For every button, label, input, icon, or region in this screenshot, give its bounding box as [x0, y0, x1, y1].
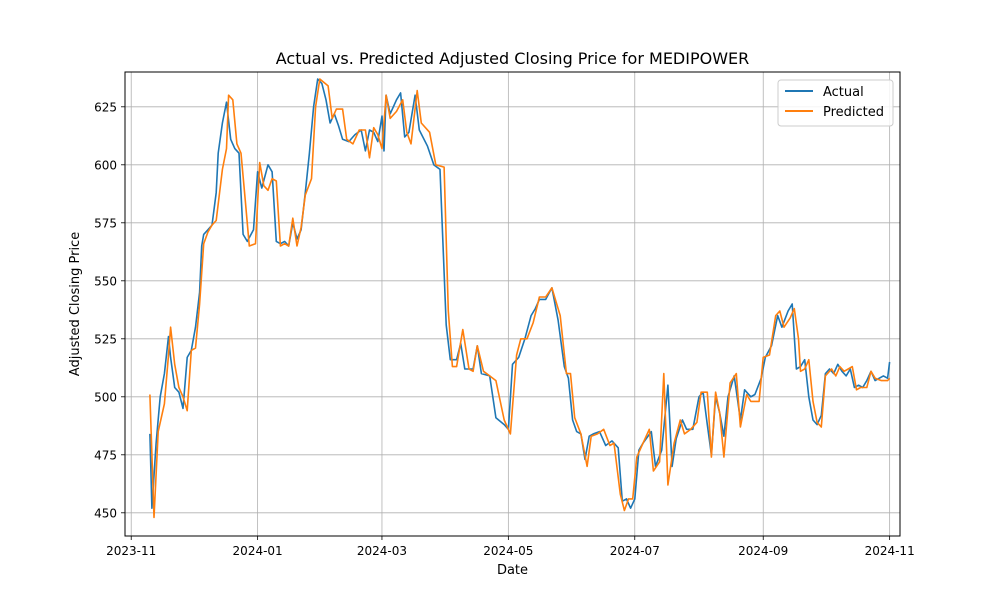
plot-frame	[124, 71, 901, 537]
chart-title: Actual vs. Predicted Adjusted Closing Pr…	[276, 49, 750, 68]
x-tick-label: 2024-01	[233, 544, 283, 558]
x-tick-label: 2024-07	[610, 544, 660, 558]
y-tick-label: 625	[94, 100, 117, 114]
y-axis: 450 475 500 525 550 575 600 625	[94, 100, 125, 520]
x-tick-label: 2024-11	[865, 544, 915, 558]
y-tick-label: 475	[94, 448, 117, 462]
y-tick-label: 500	[94, 390, 117, 404]
legend: Actual Predicted	[777, 79, 894, 127]
y-tick-label: 450	[94, 506, 117, 520]
y-axis-label: Adjusted Closing Price	[68, 232, 83, 376]
series-line-predicted	[149, 78, 891, 519]
series-layer	[149, 78, 891, 519]
x-tick-label: 2024-05	[483, 544, 533, 558]
x-axis: 2023-11 2024-01 2024-03 2024-05 2024-07 2024-…	[106, 536, 915, 558]
y-tick-label: 525	[94, 332, 117, 346]
x-axis-label: Date	[497, 563, 528, 578]
series-line-actual	[149, 78, 891, 510]
y-tick-label: 600	[94, 158, 117, 172]
x-tick-label: 2024-03	[357, 544, 407, 558]
x-tick-label: 2023-11	[106, 544, 156, 558]
legend-label-predicted: Predicted	[823, 105, 884, 120]
x-tick-label: 2024-09	[738, 544, 788, 558]
y-tick-label: 575	[94, 216, 117, 230]
grid-layer	[125, 72, 900, 536]
y-tick-label: 550	[94, 274, 117, 288]
legend-label-actual: Actual	[823, 85, 864, 100]
